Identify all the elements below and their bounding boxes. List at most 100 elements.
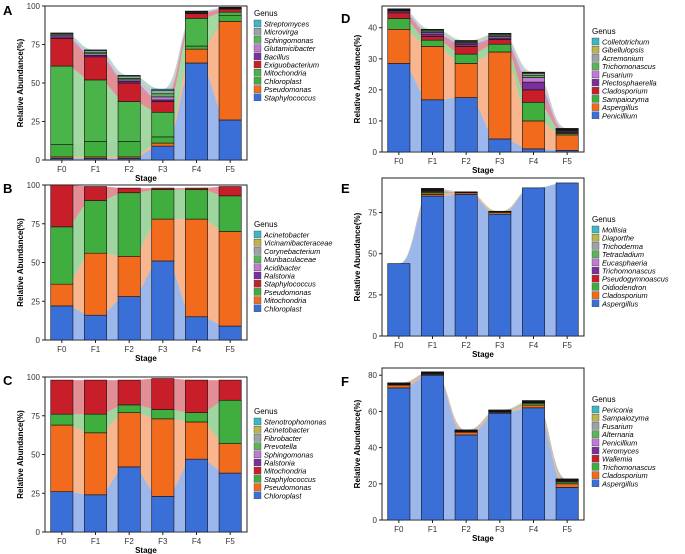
bar-segment-pseudomonas bbox=[117, 192, 141, 257]
legend-swatch bbox=[253, 230, 262, 239]
bar-segment-mitochondria bbox=[50, 65, 74, 145]
y-axis-title: Relative Abundance(%) bbox=[16, 410, 25, 499]
legend-entry: Chloroplast bbox=[264, 77, 302, 86]
legend: Genus StenotrophomonasAcinetobacterFibrob… bbox=[253, 407, 327, 500]
bar-segment-exiguobacterium bbox=[151, 101, 175, 113]
bar-segment-mitochondria bbox=[50, 379, 74, 415]
x-axis-title: Stage bbox=[472, 534, 494, 543]
bar-segment-aspergillus bbox=[421, 46, 444, 101]
x-tick-label: F2 bbox=[461, 525, 471, 534]
bar-segment-sampaiozyma bbox=[387, 18, 411, 30]
bar-segment-mitochondria bbox=[50, 283, 74, 307]
y-tick-label: 50 bbox=[31, 79, 40, 88]
bar-segment-aspergillus bbox=[454, 63, 478, 98]
x-tick-label: F5 bbox=[225, 165, 235, 174]
legend-swatch bbox=[591, 225, 600, 234]
bar-segment-staphylococcus bbox=[218, 399, 242, 444]
bar-segment-chloroplast bbox=[151, 260, 175, 341]
bar-segment-aspergillus bbox=[421, 195, 444, 337]
bar-segment-mitochondria bbox=[84, 252, 107, 316]
bar-segment-streptomyces bbox=[84, 49, 107, 51]
legend-entry: Fusarium bbox=[602, 70, 633, 79]
legend: Genus ColletotrichumGibellulopsisAcremoni… bbox=[591, 27, 657, 120]
bar-segment-staphylococcus bbox=[151, 409, 175, 420]
x-tick-label: F5 bbox=[225, 537, 235, 546]
bar-segment-aspergillus bbox=[387, 263, 411, 337]
legend-swatch bbox=[591, 463, 600, 471]
legend-entry: Pseudomonas bbox=[264, 85, 312, 94]
legend-entry: Acremonium bbox=[601, 54, 643, 63]
legend-entry: Mitochondria bbox=[264, 296, 306, 305]
legend-swatch bbox=[253, 68, 262, 77]
bar-segment-streptomyces bbox=[117, 75, 141, 77]
y-tick-label: 0 bbox=[373, 148, 378, 157]
bar-segment-mitochondria bbox=[218, 379, 242, 401]
legend-entry: Pseudomonas bbox=[264, 288, 312, 297]
bar-segment-cladosporium bbox=[488, 39, 512, 45]
bar-segment-staphylococcus bbox=[117, 404, 141, 413]
x-tick-label: F0 bbox=[57, 165, 67, 174]
x-axis-title: Stage bbox=[135, 174, 157, 183]
y-tick-label: 75 bbox=[31, 41, 40, 50]
y-tick-label: 80 bbox=[368, 371, 377, 380]
legend-swatch bbox=[591, 62, 600, 70]
bar-segment-staphylococcus bbox=[50, 413, 74, 426]
bar-segment-pseudomonas bbox=[84, 200, 107, 254]
x-tick-label: F5 bbox=[562, 341, 572, 350]
bar-segment-mitochondria bbox=[185, 18, 208, 47]
legend-swatch bbox=[253, 491, 262, 499]
legend-entry: Staphylococcus bbox=[264, 475, 316, 484]
legend-swatch bbox=[253, 475, 262, 483]
legend-entry: Trichomonascus bbox=[602, 267, 656, 276]
x-tick-label: F4 bbox=[192, 537, 202, 546]
y-tick-label: 0 bbox=[36, 528, 41, 537]
legend-swatch bbox=[253, 417, 262, 426]
x-axis-title: Stage bbox=[135, 354, 157, 363]
legend-swatch bbox=[253, 36, 262, 44]
y-axis-title: Relative Abundance(%) bbox=[353, 212, 362, 301]
bar-segment-trichomonascus bbox=[522, 74, 545, 78]
legend-entry: Mitochondria bbox=[264, 69, 306, 78]
legend-entry: Pseudomonas bbox=[264, 483, 312, 492]
y-tick-label: 25 bbox=[31, 297, 40, 306]
legend-entry: Staphylococcus bbox=[264, 93, 316, 102]
bar-segment-cladosporium bbox=[387, 12, 411, 19]
legend-entry: Vicinamibacteraceae bbox=[264, 239, 332, 248]
bar-segment-penicillium bbox=[488, 138, 512, 153]
bar-segment-aspergillus bbox=[522, 407, 545, 521]
bar-segment-staphylococcus bbox=[151, 145, 175, 161]
legend-entry: Alternaria bbox=[601, 430, 634, 439]
panel-b: B 0 25 50 75 100 F0 F1 F2 F3 F4 F5 Stage Relative Abu… bbox=[3, 181, 332, 363]
legend-swatch bbox=[253, 238, 262, 247]
legend-swatch bbox=[253, 52, 262, 60]
bar-segment-chloroplast bbox=[50, 144, 74, 158]
panel-e: E 0 25 50 75 F0 F1 F2 F3 F4 F5 Stage Relative Abunda… bbox=[341, 177, 669, 359]
legend-swatch bbox=[591, 405, 600, 414]
y-axis-title: Relative Abundance(%) bbox=[16, 38, 25, 127]
y-tick-label: 0 bbox=[373, 516, 378, 525]
bar-segment-chloroplast bbox=[218, 14, 242, 22]
bar-segment-exiguobacterium bbox=[84, 56, 107, 81]
legend-entry: Trichomonascus bbox=[602, 463, 656, 472]
bar-segment-pseudomonas bbox=[185, 421, 208, 460]
legend-swatch bbox=[253, 263, 262, 271]
y-tick-label: 100 bbox=[27, 373, 41, 382]
legend-entry: Fibrobacter bbox=[264, 434, 302, 443]
bar-segment-staphylococcus bbox=[218, 119, 242, 161]
y-tick-label: 75 bbox=[368, 209, 377, 218]
x-tick-label: F1 bbox=[428, 341, 438, 350]
bar-segment-cladosporium bbox=[454, 431, 478, 436]
bar-segment-sampaiozyma bbox=[488, 43, 512, 53]
legend-title: Genus bbox=[254, 407, 278, 416]
legend-swatch bbox=[253, 255, 262, 263]
y-tick-label: 50 bbox=[368, 250, 377, 259]
y-tick-label: 0 bbox=[36, 156, 41, 165]
legend-entry: Ralstonia bbox=[264, 272, 295, 281]
legend-entry: Aspergillus bbox=[601, 479, 638, 488]
legend-swatch bbox=[591, 242, 600, 250]
legend-entry: Eucasphaeria bbox=[602, 258, 647, 267]
bar-segment-sampaiozyma bbox=[454, 53, 478, 64]
x-tick-label: F1 bbox=[91, 537, 101, 546]
bar-segment-staphylococcus bbox=[185, 187, 208, 190]
legend-swatch bbox=[591, 455, 600, 463]
